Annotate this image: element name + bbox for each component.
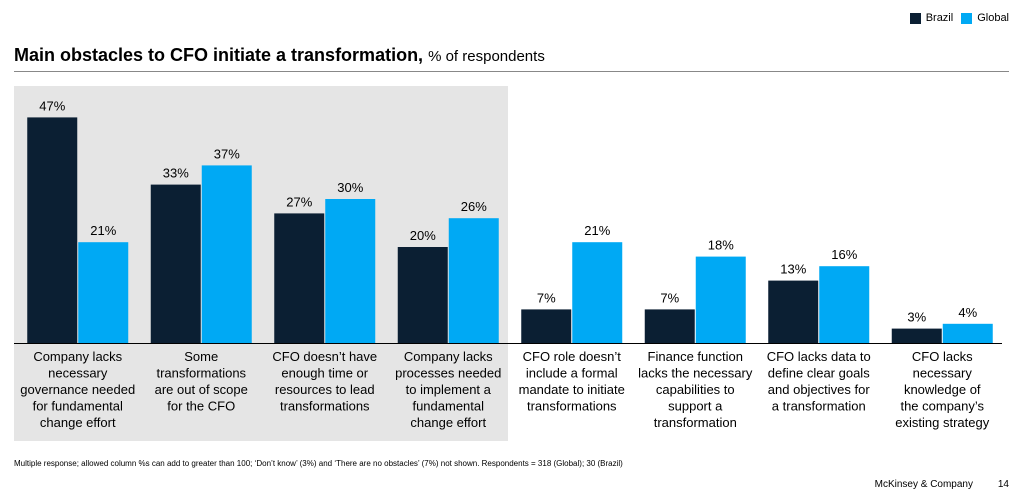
category-label-line: lacks the necessary <box>638 366 753 381</box>
category-label: CFO lacks necessary knowledge of the compan… <box>895 349 989 430</box>
category-label-line: processes needed <box>395 366 501 381</box>
data-label-global: 21% <box>584 223 610 238</box>
category-label-line: CFO doesn’t have <box>272 349 377 364</box>
category-label-line: capabilities to <box>656 382 735 397</box>
category-label-line: transformations <box>156 366 246 381</box>
category-label-line: Company lacks <box>33 349 122 364</box>
bar-brazil <box>768 280 819 343</box>
category-label: CFO role doesn’t include a formal mandate … <box>519 349 625 414</box>
category-label-line: include a formal <box>526 366 618 381</box>
bar-global <box>78 242 129 343</box>
legend: Brazil Global <box>902 12 1009 24</box>
bar-brazil <box>274 213 325 343</box>
data-label-global: 37% <box>214 146 240 161</box>
category-label-line: governance needed <box>20 382 135 397</box>
category-label-line: mandate to initiate <box>519 382 625 397</box>
category-label-line: fundamental <box>412 399 484 414</box>
category-label-line: for the CFO <box>167 399 235 414</box>
bar-brazil <box>891 328 942 343</box>
data-label-brazil: 47% <box>39 98 65 113</box>
title-divider <box>14 71 1009 72</box>
category-label-line: Finance function <box>648 349 743 364</box>
legend-item-brazil: Brazil <box>909 12 954 24</box>
data-label-brazil: 33% <box>163 166 189 181</box>
data-label-global: 30% <box>337 180 363 195</box>
data-label-brazil: 3% <box>907 310 926 325</box>
category-label-line: define clear goals <box>768 366 870 381</box>
category-label-line: enough time or <box>281 366 368 381</box>
bar-global <box>201 165 252 343</box>
category-label-line: the company’s <box>900 399 984 414</box>
bar-global <box>819 266 870 343</box>
chart-title: Main obstacles to CFO initiate a transfo… <box>14 45 545 66</box>
page-number: 14 <box>997 479 1009 490</box>
category-label-line: Some <box>184 349 218 364</box>
data-label-brazil: 7% <box>660 290 679 305</box>
category-label-line: for fundamental <box>33 399 123 414</box>
footer-brand: McKinsey & Company <box>874 479 973 490</box>
data-label-brazil: 13% <box>780 262 806 277</box>
category-label: Company lacks necessary governance needed f… <box>20 349 135 430</box>
footnote: Multiple response; allowed column %s can… <box>14 459 623 468</box>
chart-title-subtitle: % of respondents <box>428 48 545 65</box>
bar-brazil <box>150 184 201 343</box>
data-label-global: 4% <box>958 305 977 320</box>
category-label-line: transformations <box>280 399 370 414</box>
data-label-global: 21% <box>90 223 116 238</box>
bar-global <box>942 323 993 343</box>
category-label-line: necessary <box>48 366 108 381</box>
category-label-line: CFO lacks <box>912 349 973 364</box>
category-label-line: support a <box>668 399 723 414</box>
data-label-global: 26% <box>461 199 487 214</box>
category-label-line: to implement a <box>406 382 492 397</box>
legend-item-global: Global <box>961 12 1009 24</box>
category-label: CFO lacks data to define clear goals and o… <box>767 349 871 414</box>
bar-global <box>325 199 376 343</box>
category-label-line: a transformation <box>772 399 866 414</box>
bar-global <box>695 256 746 343</box>
category-label-line: transformations <box>527 399 617 414</box>
legend-label-brazil: Brazil <box>925 12 954 24</box>
chart-title-main: Main obstacles to CFO initiate a transfo… <box>14 45 424 65</box>
category-label-line: transformation <box>654 415 737 430</box>
category-label-line: knowledge of <box>904 382 981 397</box>
data-label-brazil: 7% <box>537 290 556 305</box>
bar-brazil <box>397 247 448 343</box>
category-label-line: necessary <box>913 366 973 381</box>
bar-brazil <box>521 309 572 343</box>
data-label-brazil: 27% <box>286 194 312 209</box>
data-label-global: 18% <box>708 238 734 253</box>
legend-swatch-global <box>961 12 973 24</box>
category-label: CFO doesn’t have enough time or resources … <box>272 349 377 414</box>
bar-brazil <box>644 309 695 343</box>
category-label-line: CFO role doesn’t <box>523 349 622 364</box>
category-label-line: CFO lacks data to <box>767 349 871 364</box>
legend-label-global: Global <box>977 12 1009 24</box>
data-label-brazil: 20% <box>410 228 436 243</box>
category-label-line: existing strategy <box>895 415 989 430</box>
bar-global <box>572 242 623 343</box>
category-label-line: are out of scope <box>155 382 248 397</box>
category-label-line: change effort <box>410 415 486 430</box>
category-label: Company lacks processes needed to implemen… <box>395 349 501 430</box>
legend-swatch-brazil <box>909 12 921 24</box>
category-label: Some transformations are out of scope for t… <box>155 349 248 414</box>
bar-global <box>448 218 499 343</box>
category-label-line: and objectives for <box>768 382 871 397</box>
category-label: Finance function lacks the necessary capab… <box>638 349 753 430</box>
bar-brazil <box>27 117 78 344</box>
category-label-line: change effort <box>40 415 116 430</box>
category-label-line: Company lacks <box>404 349 493 364</box>
data-label-global: 16% <box>831 247 857 262</box>
category-label-line: resources to lead <box>275 382 375 397</box>
